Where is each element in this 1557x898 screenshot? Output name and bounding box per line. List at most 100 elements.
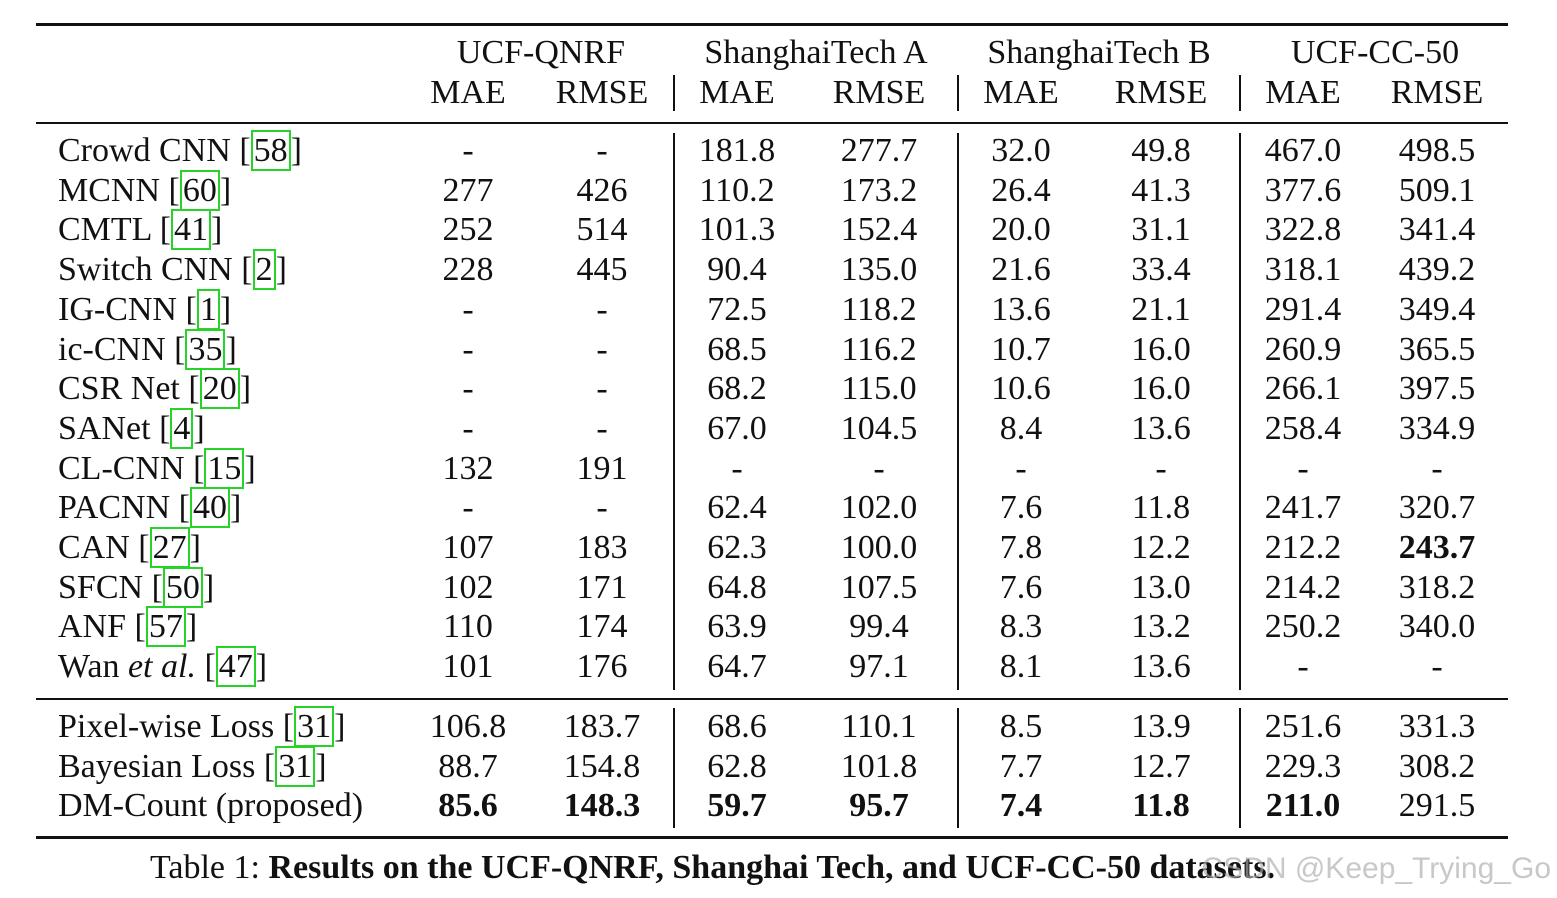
table-cell: -	[462, 409, 474, 447]
citation-link[interactable]: 40	[189, 487, 230, 529]
method-name: CL-CNN [15]	[58, 447, 256, 489]
citation-link[interactable]: 15	[204, 447, 245, 489]
table-cell: 100.0	[840, 529, 918, 566]
citation-link[interactable]: 50	[162, 566, 203, 608]
method-name: Switch CNN [2]	[58, 249, 287, 291]
metric-header: RMSE	[832, 74, 926, 111]
table-cell: 68.6	[707, 708, 767, 745]
table-cell: 349.4	[1398, 290, 1476, 328]
table-cell: 181.8	[698, 132, 776, 169]
citation-link[interactable]: 60	[179, 169, 220, 211]
table-cell: 467.0	[1264, 132, 1342, 169]
table-cell: 101.3	[698, 211, 776, 249]
method-name: Pixel-wise Loss [31]	[58, 706, 346, 747]
table-cell: -	[462, 330, 474, 368]
table-cell: 498.5	[1398, 132, 1476, 169]
table-cell: 16.0	[1131, 370, 1191, 408]
table-cell: 102	[442, 568, 494, 606]
table-cell: 7.6	[999, 489, 1043, 527]
table-cell: 32.0	[991, 132, 1051, 169]
metric-header: MAE	[983, 74, 1059, 111]
table-cell: 33.4	[1131, 251, 1191, 289]
table-cell: 62.3	[707, 529, 767, 566]
table-cell: 31.1	[1131, 211, 1191, 249]
table-cell: 8.3	[999, 608, 1043, 646]
method-name: SFCN [50]	[58, 566, 215, 608]
dataset-header: UCF-QNRF	[456, 34, 626, 71]
citation-link[interactable]: 2	[252, 249, 276, 291]
citation-link[interactable]: 1	[196, 288, 220, 330]
table-cell: 16.0	[1131, 330, 1191, 368]
table-cell: 152.4	[840, 211, 918, 249]
metric-header: MAE	[1265, 74, 1341, 111]
metric-header: MAE	[699, 74, 775, 111]
bottom-rule	[36, 836, 1508, 839]
table-cell: 252	[442, 211, 494, 249]
table-cell: 13.6	[1131, 648, 1191, 686]
citation-link[interactable]: 58	[250, 130, 291, 171]
table-cell: 308.2	[1398, 747, 1476, 785]
table-cell: 266.1	[1264, 370, 1342, 408]
citation-link[interactable]: 57	[145, 606, 186, 648]
table-cell: 291.4	[1264, 290, 1342, 328]
table-cell: 251.6	[1264, 708, 1342, 745]
table-cell: 439.2	[1398, 251, 1476, 289]
table-cell: 115.0	[841, 370, 917, 408]
table-cell: 62.4	[707, 489, 767, 527]
table-cell: 277	[442, 171, 494, 209]
table-cell: 63.9	[707, 608, 767, 646]
table-cell: 334.9	[1398, 409, 1476, 447]
caption-label: Table 1:	[150, 849, 260, 886]
citation-link[interactable]: 31	[294, 706, 335, 747]
table-cell: 260.9	[1264, 330, 1342, 368]
table-cell: 12.2	[1131, 529, 1191, 566]
table-cell: 110	[443, 608, 493, 646]
citation-link[interactable]: 27	[149, 527, 190, 568]
table-cell: 365.5	[1398, 330, 1476, 368]
col-separator	[1239, 708, 1241, 828]
table-cell: 514	[576, 211, 628, 249]
table-cell: -	[731, 449, 743, 487]
table-cell: 97.1	[849, 648, 909, 686]
table-cell: 174	[576, 608, 628, 646]
table-cell: 101.8	[840, 747, 918, 785]
table-cell: 173.2	[840, 171, 918, 209]
table-cell: 21.1	[1131, 290, 1191, 328]
dataset-header: UCF-CC-50	[1290, 34, 1460, 71]
table-cell: 90.4	[707, 251, 767, 289]
col-separator	[957, 75, 959, 111]
table-cell: 107.5	[840, 568, 918, 606]
table-cell: 62.8	[707, 747, 767, 785]
dataset-header: ShanghaiTech A	[704, 34, 928, 71]
table-cell: 291.5	[1398, 787, 1476, 825]
citation-link[interactable]: 41	[171, 209, 212, 251]
table-cell: -	[1431, 648, 1443, 686]
table-cell: -	[1431, 449, 1443, 487]
citation-link[interactable]: 47	[215, 646, 256, 688]
table-cell: 102.0	[840, 489, 918, 527]
table-cell: 13.0	[1131, 568, 1191, 606]
table-cell: 10.7	[991, 330, 1051, 368]
table-cell: 13.9	[1131, 708, 1191, 745]
table-cell: 64.8	[707, 568, 767, 606]
method-name: Wan et al. [47]	[58, 646, 268, 688]
table-cell: 7.6	[999, 568, 1043, 606]
table-cell: 320.7	[1398, 489, 1476, 527]
table-cell: -	[873, 449, 885, 487]
table-cell: 211.0	[1265, 787, 1341, 825]
table-cell: 250.2	[1264, 608, 1342, 646]
table-cell: 191	[576, 449, 628, 487]
table-cell: 322.8	[1264, 211, 1342, 249]
citation-link[interactable]: 4	[170, 407, 194, 449]
citation-link[interactable]: 35	[185, 328, 226, 370]
table-cell: 154.8	[563, 747, 641, 785]
method-name: IG-CNN [1]	[58, 288, 232, 330]
citation-link[interactable]: 31	[275, 745, 316, 787]
table-cell: 277.7	[840, 132, 918, 169]
method-name: ANF [57]	[58, 606, 198, 648]
table-cell: 228	[442, 251, 494, 289]
citation-link[interactable]: 20	[199, 368, 240, 410]
table-cell: 68.5	[707, 330, 767, 368]
table-cell: -	[462, 489, 474, 527]
